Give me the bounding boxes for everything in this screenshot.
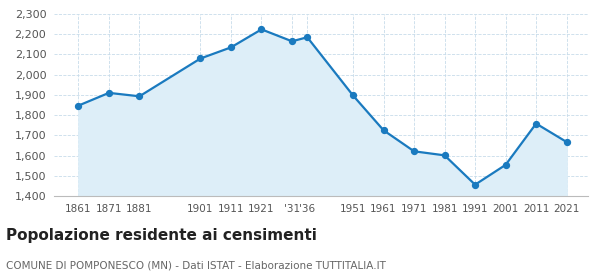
Point xyxy=(409,149,419,153)
Point xyxy=(348,93,358,98)
Point xyxy=(134,94,144,99)
Point xyxy=(104,91,114,95)
Point xyxy=(287,39,297,44)
Point xyxy=(74,103,83,108)
Point xyxy=(470,183,480,187)
Point xyxy=(379,128,388,132)
Text: COMUNE DI POMPONESCO (MN) - Dati ISTAT - Elaborazione TUTTITALIA.IT: COMUNE DI POMPONESCO (MN) - Dati ISTAT -… xyxy=(6,260,386,270)
Point xyxy=(440,153,449,158)
Text: Popolazione residente ai censimenti: Popolazione residente ai censimenti xyxy=(6,228,317,243)
Point xyxy=(257,27,266,32)
Point xyxy=(532,121,541,126)
Point xyxy=(196,56,205,61)
Point xyxy=(562,140,571,144)
Point xyxy=(302,35,312,39)
Point xyxy=(226,45,236,50)
Point xyxy=(501,163,511,167)
